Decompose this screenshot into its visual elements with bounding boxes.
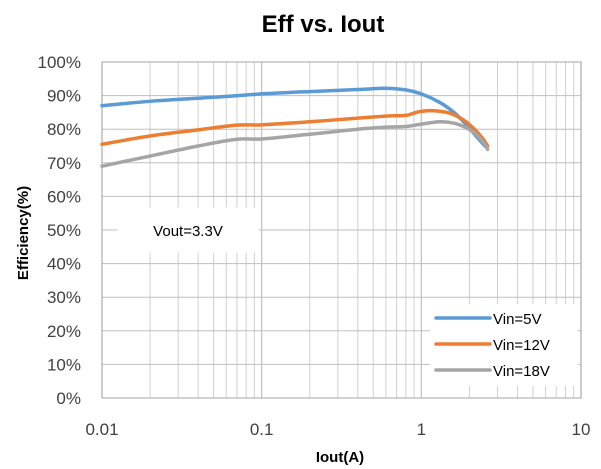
y-tick-label: 50% <box>47 221 81 240</box>
legend-label-3: Vin=18V <box>493 363 550 380</box>
y-tick-label: 100% <box>38 53 81 72</box>
legend-label-2: Vin=12V <box>493 337 550 354</box>
y-tick-label: 0% <box>56 389 81 408</box>
y-tick-label: 30% <box>47 288 81 307</box>
legend: Vin=5V Vin=12V Vin=18V <box>430 304 578 386</box>
y-tick-label: 90% <box>47 87 81 106</box>
y-tick-label: 40% <box>47 255 81 274</box>
y-tick-label: 20% <box>47 322 81 341</box>
chart-title: Eff vs. Iout <box>262 11 385 38</box>
y-tick-label: 10% <box>47 355 81 374</box>
series-line-2 <box>100 108 490 148</box>
legend-label-1: Vin=5V <box>493 311 542 328</box>
x-tick-label: 0.1 <box>250 420 274 439</box>
x-tick-label: 1 <box>417 420 426 439</box>
y-tick-label: 70% <box>47 154 81 173</box>
annotation-text: Vout=3.3V <box>153 223 223 240</box>
vout-annotation: Vout=3.3V <box>117 207 259 253</box>
plot-area-border <box>101 61 582 399</box>
x-tick-label: 0.01 <box>85 420 118 439</box>
annotation-box <box>117 207 259 253</box>
series-line-3 <box>100 120 490 168</box>
x-tick-label: 10 <box>572 420 591 439</box>
y-tick-label: 60% <box>47 187 81 206</box>
y-axis-label: Efficiency(%) <box>15 186 32 280</box>
x-axis-label: Iout(A) <box>316 449 364 466</box>
y-tick-label: 80% <box>47 120 81 139</box>
